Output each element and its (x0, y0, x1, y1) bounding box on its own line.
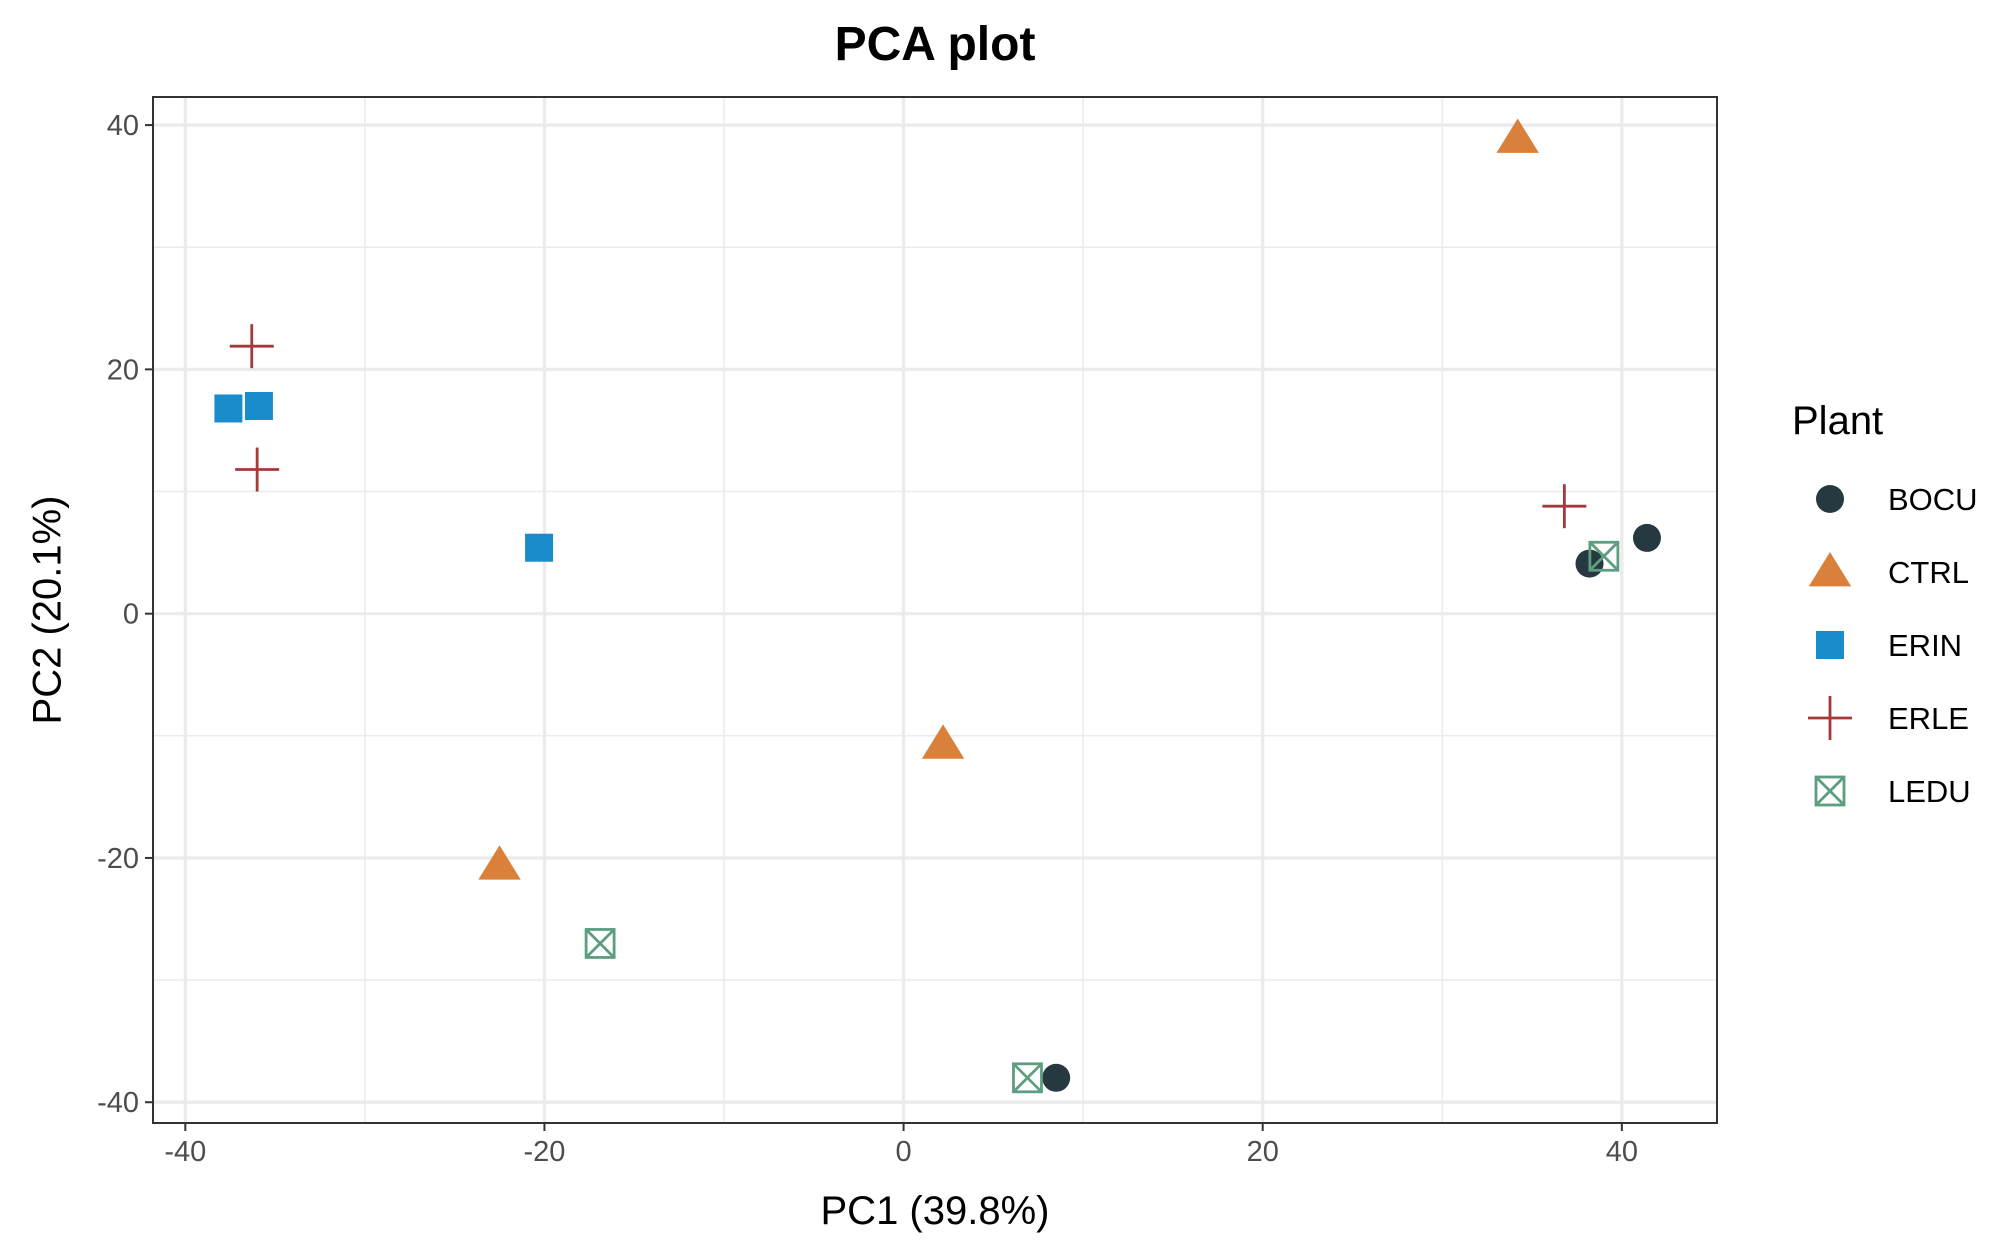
legend-item-ctrl: CTRL (1808, 552, 1969, 590)
axis-ticks: -40 -20 0 20 40 -40 -20 0 20 40 (97, 110, 1638, 1168)
point-erin (214, 394, 243, 423)
legend-label: ERIN (1888, 628, 1962, 663)
point-erin (244, 392, 273, 421)
point-ledu (584, 928, 616, 959)
plot-panel-border (152, 96, 1718, 1124)
legend-label: LEDU (1888, 774, 1971, 809)
x-tick-label: 20 (1247, 1136, 1279, 1168)
legend-title: Plant (1792, 399, 1883, 443)
point-bocu (1632, 523, 1661, 552)
legend-item-bocu: BOCU (1816, 482, 1978, 517)
data-points (214, 118, 1661, 1094)
legend-label: BOCU (1888, 482, 1978, 517)
legend-key-ledu (1814, 775, 1846, 807)
point-erle (1542, 484, 1587, 529)
point-ledu (1012, 1062, 1043, 1094)
legend-key-ctrl (1808, 552, 1852, 587)
chart-title: PCA plot (835, 18, 1036, 71)
y-tick-label: 0 (123, 599, 139, 631)
legend-key-bocu (1816, 485, 1844, 513)
x-tick-label: -40 (164, 1136, 206, 1168)
point-erin (525, 533, 554, 562)
legend-item-erin: ERIN (1816, 628, 1962, 663)
y-tick-label: 40 (107, 110, 139, 142)
y-tick-label: 20 (107, 354, 139, 386)
point-ctrl (921, 724, 965, 759)
legend-label: CTRL (1888, 555, 1969, 590)
plot-panel-grid (153, 97, 1717, 1123)
point-ledu (1588, 540, 1620, 572)
point-erle (229, 324, 274, 369)
x-tick-label: 0 (896, 1136, 912, 1168)
legend-label: ERLE (1888, 701, 1969, 736)
legend-item-erle: ERLE (1808, 696, 1969, 740)
point-bocu (1042, 1063, 1071, 1092)
legend-key-erle (1808, 696, 1852, 740)
legend-item-ledu: LEDU (1814, 774, 1971, 809)
y-tick-label: -40 (97, 1087, 139, 1119)
x-tick-label: 40 (1606, 1136, 1638, 1168)
legend-key-erin (1816, 631, 1844, 659)
point-ctrl (1496, 118, 1539, 153)
x-tick-label: -20 (523, 1136, 565, 1168)
legend: Plant BOCU CTRL ERIN ERLE LEDU (1792, 399, 1978, 809)
point-ctrl (478, 845, 521, 880)
point-erle (235, 447, 280, 492)
x-axis-label: PC1 (39.8%) (821, 1189, 1050, 1233)
y-axis-label: PC2 (20.1%) (26, 496, 70, 725)
y-tick-label: -20 (97, 843, 139, 875)
